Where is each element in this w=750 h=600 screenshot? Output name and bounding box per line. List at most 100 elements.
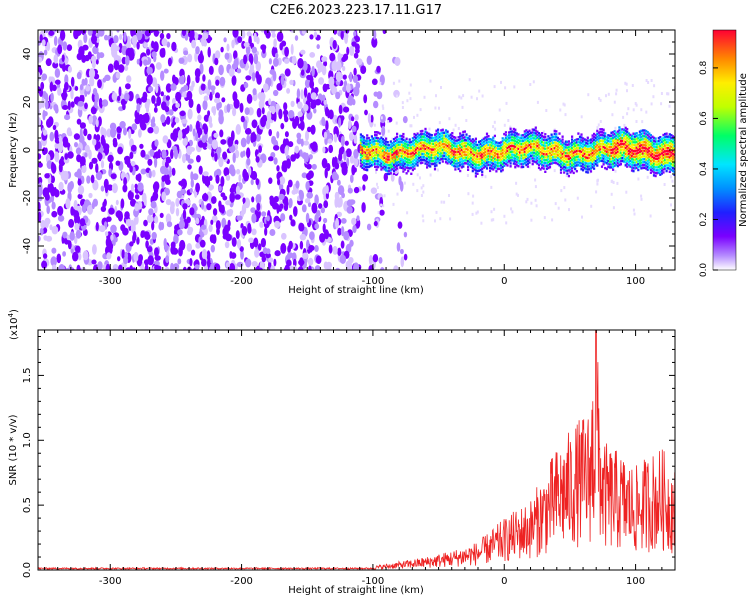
- heatmap-cell: [435, 94, 437, 98]
- heatmap-cell: [626, 142, 629, 145]
- heatmap-cell: [256, 36, 260, 45]
- heatmap-cell: [647, 81, 650, 84]
- heatmap-cell: [498, 159, 501, 162]
- heatmap-cell: [426, 157, 429, 160]
- heatmap-cell: [118, 264, 123, 270]
- heatmap-cell: [506, 144, 509, 147]
- heatmap-cell: [381, 155, 384, 158]
- heatmap-cell: [284, 58, 290, 64]
- heatmap-cell: [542, 158, 545, 162]
- heatmap-cell: [220, 139, 227, 145]
- heatmap-cell: [597, 145, 600, 149]
- y-tick-label: 1.0: [22, 432, 33, 448]
- heatmap-cell: [410, 146, 413, 150]
- heatmap-cell: [632, 208, 635, 212]
- heatmap-cell: [234, 139, 239, 146]
- heatmap-cell: [616, 141, 619, 145]
- heatmap-cell: [671, 143, 674, 147]
- heatmap-cell: [667, 149, 670, 153]
- heatmap-cell: [455, 165, 459, 168]
- heatmap-cell: [668, 164, 671, 168]
- heatmap-cell: [394, 162, 397, 165]
- heatmap-cell: [463, 147, 466, 151]
- heatmap-cell: [265, 248, 271, 255]
- heatmap-cell: [279, 176, 286, 185]
- heatmap-cell: [366, 145, 369, 149]
- heatmap-cell: [403, 165, 407, 168]
- heatmap-cell: [662, 133, 665, 137]
- heatmap-cell: [397, 149, 400, 152]
- heatmap-cell: [624, 138, 627, 141]
- heatmap-cell: [568, 208, 570, 212]
- heatmap-cell: [383, 139, 386, 142]
- heatmap-cell: [116, 30, 120, 33]
- heatmap-cell: [367, 142, 370, 146]
- heatmap-cell: [645, 152, 648, 156]
- heatmap-cell: [548, 137, 552, 140]
- heatmap-cell: [608, 157, 611, 160]
- heatmap-cell: [616, 164, 619, 168]
- heatmap-cell: [353, 52, 359, 59]
- heatmap-cell: [121, 249, 125, 259]
- heatmap-cell: [126, 35, 131, 44]
- heatmap-cell: [215, 79, 220, 86]
- heatmap-cell: [124, 211, 130, 220]
- heatmap-cell: [602, 134, 605, 137]
- heatmap-cell: [547, 143, 550, 147]
- heatmap-cell: [421, 138, 424, 141]
- heatmap-cell: [57, 44, 63, 55]
- heatmap-cell: [408, 138, 411, 141]
- heatmap-cell: [530, 134, 533, 137]
- heatmap-cell: [673, 162, 675, 165]
- heatmap-cell: [409, 83, 412, 87]
- heatmap-cell: [430, 145, 433, 148]
- heatmap-cell: [454, 123, 457, 127]
- heatmap-cell: [426, 148, 429, 152]
- heatmap-cell: [430, 154, 433, 157]
- heatmap-cell: [566, 152, 569, 155]
- heatmap-cell: [364, 157, 367, 160]
- heatmap-cell: [591, 143, 594, 146]
- heatmap-cell: [519, 159, 522, 163]
- heatmap-cell: [182, 203, 188, 210]
- heatmap-cell: [648, 146, 651, 150]
- heatmap-cell: [413, 132, 416, 136]
- heatmap-cell: [110, 173, 117, 180]
- heatmap-cell: [408, 141, 411, 144]
- heatmap-cell: [664, 144, 667, 147]
- heatmap-cell: [632, 141, 635, 144]
- heatmap-cell: [323, 99, 328, 106]
- heatmap-cell: [528, 161, 531, 164]
- heatmap-cell: [455, 156, 459, 160]
- heatmap-cell: [659, 161, 662, 165]
- heatmap-cell: [444, 143, 448, 147]
- heatmap-cell: [306, 269, 309, 270]
- heatmap-cell: [168, 109, 174, 116]
- heatmap-cell: [600, 136, 604, 140]
- heatmap-cell: [276, 165, 280, 172]
- heatmap-cell: [512, 150, 515, 154]
- heatmap-cell: [351, 125, 357, 133]
- heatmap-cell: [375, 136, 378, 140]
- heatmap-cell: [476, 152, 479, 155]
- heatmap-cell: [459, 141, 462, 144]
- heatmap-cell: [398, 79, 401, 83]
- heatmap-cell: [419, 108, 422, 112]
- heatmap-cell: [668, 104, 671, 108]
- heatmap-cell: [489, 146, 492, 149]
- heatmap-cell: [164, 173, 170, 183]
- heatmap-cell: [43, 49, 48, 56]
- heatmap-cell: [260, 30, 265, 33]
- heatmap-cell: [600, 154, 604, 157]
- heatmap-cell: [383, 165, 386, 168]
- heatmap-cell: [561, 138, 564, 141]
- heatmap-cell: [433, 153, 437, 156]
- heatmap-cell: [429, 165, 432, 168]
- heatmap-cell: [181, 30, 187, 37]
- heatmap-cell: [196, 155, 201, 163]
- heatmap-cell: [503, 132, 506, 136]
- heatmap-cell: [407, 164, 410, 167]
- heatmap-cell: [572, 142, 575, 146]
- heatmap-cell: [476, 143, 479, 147]
- heatmap-cell: [667, 158, 670, 161]
